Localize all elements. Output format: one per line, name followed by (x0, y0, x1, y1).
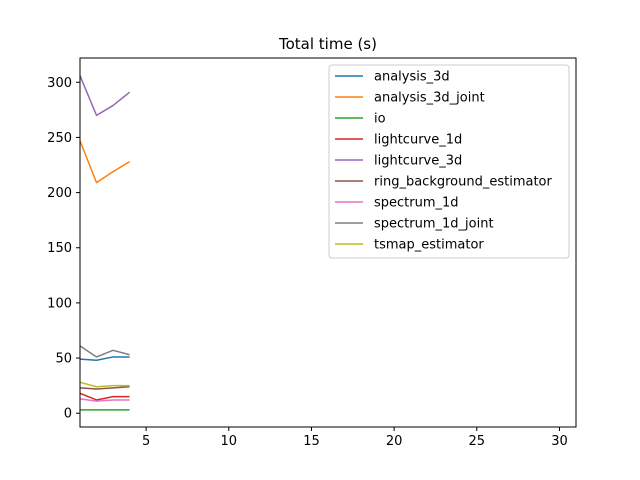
series-line-lightcurve-3d (79, 75, 131, 117)
y-tick-label: 150 (47, 241, 72, 256)
x-tick-label: 15 (303, 434, 320, 449)
legend-spectrum-1d-joint-label: spectrum_1d_joint (374, 217, 494, 232)
legend-analysis-3d-label: analysis_3d (374, 70, 450, 85)
chart-title: Total time (s) (278, 35, 377, 53)
y-tick-label: 0 (64, 407, 72, 422)
plot-frame (79, 57, 577, 428)
legend-analysis-3d-joint-label: analysis_3d_joint (374, 91, 485, 106)
legend-box (328, 64, 570, 259)
series-line-tsmap-estimator (79, 381, 130, 388)
series-line-ring-background-estimator (79, 385, 130, 390)
y-tick-label: 250 (47, 131, 72, 146)
y-tick-label: 100 (47, 296, 72, 311)
legend-lightcurve-3d-label: lightcurve_3d (374, 154, 462, 169)
legend-io-label: io (374, 112, 386, 127)
y-tick-label: 300 (47, 76, 72, 91)
series-line-spectrum-1d (79, 398, 130, 402)
legend-spectrum-1d-label: spectrum_1d (374, 196, 459, 211)
y-tick-label: 50 (55, 352, 72, 367)
series-line-spectrum-1d-joint (79, 345, 130, 358)
x-tick-label: 20 (386, 434, 403, 449)
x-tick-label: 5 (142, 434, 150, 449)
legend-tsmap-estimator-label: tsmap_estimator (374, 238, 484, 253)
plot-lines (79, 75, 131, 411)
x-tick-label: 10 (221, 434, 238, 449)
series-line-lightcurve-1d (79, 392, 130, 401)
x-tick-label: 25 (469, 434, 486, 449)
y-tick-label: 200 (47, 186, 72, 201)
series-line-analysis-3d (79, 356, 130, 362)
x-tick-label: 30 (551, 434, 568, 449)
legend-ring-background-estimator-label: ring_background_estimator (374, 175, 552, 190)
series-line-analysis-3d-joint (79, 140, 130, 184)
legend-lightcurve-1d-label: lightcurve_1d (374, 133, 462, 148)
